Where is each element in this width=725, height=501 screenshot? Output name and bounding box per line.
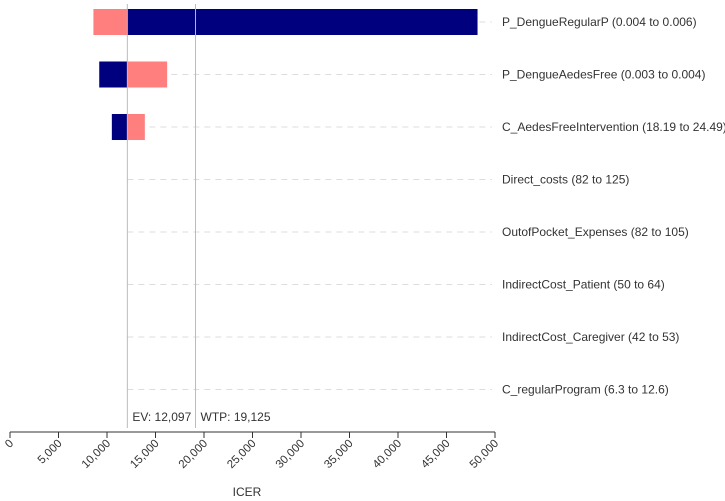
x-tick-label: 40,000 xyxy=(371,438,404,471)
bars xyxy=(93,9,478,140)
x-tick-label: 0 xyxy=(3,438,16,451)
x-tick-label: 10,000 xyxy=(80,438,113,471)
x-tick-label: 15,000 xyxy=(128,438,161,471)
bar-label: Direct_costs (82 to 125) xyxy=(502,173,629,187)
x-tick-label: 35,000 xyxy=(322,438,355,471)
x-axis: 0 5,000 10,000 15,000 20,000 25,000 30,000 35,0… xyxy=(3,431,501,471)
x-tick-label: 45,000 xyxy=(419,438,452,471)
x-tick-label: 30,000 xyxy=(274,438,307,471)
bar-label: IndirectCost_Patient (50 to 64) xyxy=(502,278,665,292)
bar-label: P_DengueRegularP (0.004 to 0.006) xyxy=(502,15,697,29)
bar-label: P_DengueAedesFree (0.003 to 0.004) xyxy=(502,68,705,82)
wtp-label: WTP: 19,125 xyxy=(201,410,271,424)
x-axis-title: ICER xyxy=(233,485,262,499)
x-tick-label: 5,000 xyxy=(36,438,65,467)
bar-dark xyxy=(127,9,478,35)
bar-dark xyxy=(111,114,128,140)
bar-labels: P_DengueRegularP (0.004 to 0.006) P_Dengu… xyxy=(502,15,725,397)
bar-dark xyxy=(99,61,128,88)
bar-light xyxy=(127,114,145,140)
guide-lines xyxy=(127,21,492,390)
x-tick-label: 50,000 xyxy=(468,438,501,471)
bar-label: OutofPocket_Expenses (82 to 105) xyxy=(502,225,689,239)
x-tick-label: 20,000 xyxy=(177,438,210,471)
x-tick-label: 25,000 xyxy=(225,438,258,471)
bar-label: IndirectCost_Caregiver (42 to 53) xyxy=(502,330,679,344)
bar-label: C_regularProgram (6.3 to 12.6) xyxy=(502,383,669,397)
reference-lines: EV: 12,097 WTP: 19,125 xyxy=(126,4,271,428)
bar-light xyxy=(127,61,168,88)
ev-label: EV: 12,097 xyxy=(132,410,191,424)
bar-light xyxy=(93,9,128,35)
bar-label: C_AedesFreeIntervention (18.19 to 24.49) xyxy=(502,120,725,134)
